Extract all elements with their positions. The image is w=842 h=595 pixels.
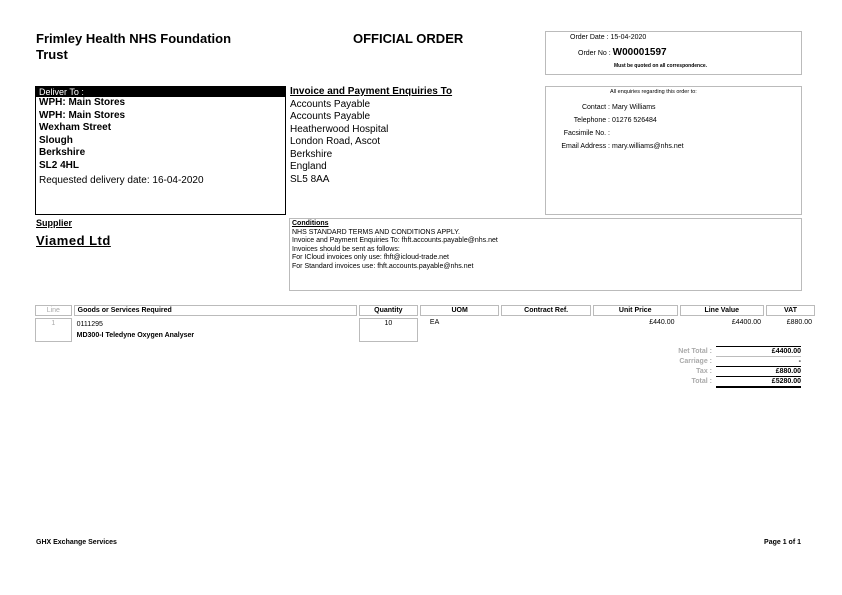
invoice-address: Invoice and Payment Enquiries To Account… bbox=[290, 86, 453, 185]
table-header: Line Goods or Services Required Quantity… bbox=[35, 305, 815, 316]
table-row: 1 0111295 MD300-I Teledyne Oxygen Analyse… bbox=[35, 318, 815, 342]
enquiry-values: Mary Williams 01276 526484 mary.williams@… bbox=[612, 104, 684, 150]
supplier-name: Viamed Ltd bbox=[36, 233, 111, 248]
deliver-header: Deliver To : bbox=[36, 87, 285, 97]
enquiries-header: All enquiries regarding this order to: bbox=[610, 89, 697, 95]
deliver-address: WPH: Main Stores WPH: Main Stores Wexham S… bbox=[39, 97, 126, 171]
supplier-label: Supplier bbox=[36, 218, 73, 228]
title-line: Trust bbox=[36, 47, 68, 62]
order-date: Order Date : 15-04-2020 bbox=[570, 34, 647, 41]
deliver-to-box: Deliver To : WPH: Main Stores WPH: Main S… bbox=[35, 86, 286, 215]
enquiry-labels: Contact : Telephone : Facsimile No. : Email… bbox=[561, 104, 610, 150]
requested-date: Requested delivery date: 16-04-2020 bbox=[39, 175, 204, 186]
organisation-title: Frimley Health NHS Foundation Trust bbox=[36, 31, 231, 63]
document-title: OFFICIAL ORDER bbox=[353, 31, 464, 46]
enquiries-box: All enquiries regarding this order to: C… bbox=[545, 86, 802, 215]
totals-values: £4400.00- £880.00 £5280.00 bbox=[716, 346, 801, 388]
footer-left: GHX Exchange Services bbox=[36, 539, 117, 546]
totals-labels: Net Total : Carriage : Tax : Total : bbox=[678, 348, 712, 385]
quote-note: Must be quoted on all correspondence. bbox=[614, 63, 708, 69]
order-lines-table: Line Goods or Services Required Quantity… bbox=[33, 303, 817, 344]
page-number: Page 1 of 1 bbox=[764, 539, 801, 546]
title-line: Frimley Health NHS Foundation bbox=[36, 31, 232, 46]
order-box: Order Date : 15-04-2020 Order No : W0000… bbox=[545, 31, 802, 75]
conditions-box: Conditions NHS STANDARD TERMS AND CONDIT… bbox=[289, 218, 802, 291]
order-number: Order No : W00001597 bbox=[578, 47, 667, 58]
